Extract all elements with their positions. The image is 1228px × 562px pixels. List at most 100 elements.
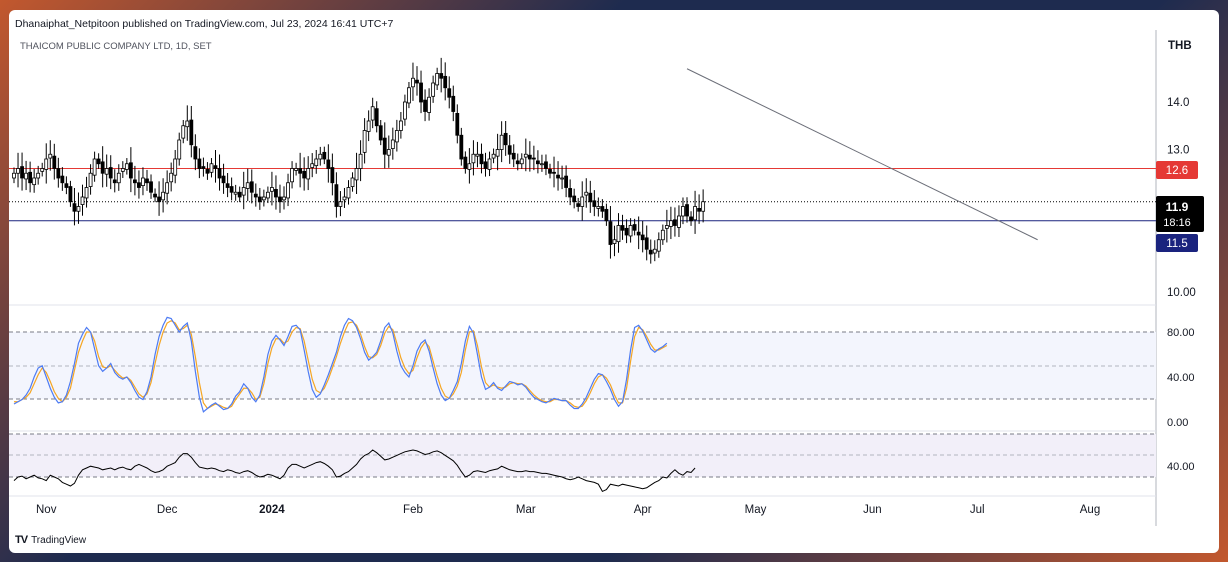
candle[interactable] xyxy=(455,104,460,144)
candle[interactable] xyxy=(92,151,97,182)
candle[interactable] xyxy=(407,82,411,109)
candle[interactable] xyxy=(479,143,484,174)
candle[interactable] xyxy=(447,76,452,109)
candle[interactable] xyxy=(624,219,629,244)
candle[interactable] xyxy=(552,156,556,188)
candle[interactable] xyxy=(592,190,597,217)
candle[interactable] xyxy=(68,180,73,207)
time-axis[interactable]: Nov Dec 2024 Feb Mar Apr May Jun Jul Aug xyxy=(36,504,1100,516)
candle[interactable] xyxy=(124,158,129,175)
candle[interactable] xyxy=(48,140,53,171)
rsi-pane[interactable] xyxy=(13,449,696,493)
candle[interactable] xyxy=(660,224,665,245)
candle[interactable] xyxy=(544,154,548,176)
candle[interactable] xyxy=(24,160,28,191)
candle[interactable] xyxy=(548,163,552,179)
candle[interactable] xyxy=(358,140,363,182)
support-price-label[interactable]: 11.5 xyxy=(1156,234,1198,252)
candle[interactable] xyxy=(165,170,170,205)
candle[interactable] xyxy=(668,206,673,240)
candle[interactable] xyxy=(600,199,605,218)
candle[interactable] xyxy=(511,144,516,168)
candle[interactable] xyxy=(157,181,161,216)
candle[interactable] xyxy=(398,111,403,139)
candle[interactable] xyxy=(350,172,355,192)
candle[interactable] xyxy=(415,66,419,96)
candle[interactable] xyxy=(681,197,685,225)
candle[interactable] xyxy=(286,173,290,207)
candle[interactable] xyxy=(515,153,520,171)
candle[interactable] xyxy=(507,135,512,164)
candle[interactable] xyxy=(108,155,113,190)
candle[interactable] xyxy=(487,151,492,177)
candle[interactable] xyxy=(354,152,359,195)
candle[interactable] xyxy=(374,101,379,133)
candle[interactable] xyxy=(616,213,621,253)
candle[interactable] xyxy=(588,180,593,213)
candle[interactable] xyxy=(193,134,198,171)
currency-label[interactable]: THB xyxy=(1168,40,1192,52)
candle[interactable] xyxy=(12,167,16,184)
candle[interactable] xyxy=(298,152,303,188)
candle[interactable] xyxy=(362,118,367,164)
stochastic-pane[interactable] xyxy=(13,316,668,413)
candle[interactable] xyxy=(225,173,230,198)
candle[interactable] xyxy=(475,141,480,168)
candle[interactable] xyxy=(483,152,488,177)
candle[interactable] xyxy=(338,191,343,217)
candle[interactable] xyxy=(249,169,254,204)
candle[interactable] xyxy=(403,94,407,126)
candle[interactable] xyxy=(145,169,149,191)
candle[interactable] xyxy=(366,110,371,142)
candle[interactable] xyxy=(137,170,141,199)
candle[interactable] xyxy=(128,147,133,193)
candle[interactable] xyxy=(233,184,238,201)
candle[interactable] xyxy=(153,188,157,203)
candle[interactable] xyxy=(201,157,206,177)
candle[interactable] xyxy=(76,192,81,224)
candle[interactable] xyxy=(189,106,194,158)
candle[interactable] xyxy=(560,165,564,190)
candle[interactable] xyxy=(173,149,178,184)
candle[interactable] xyxy=(302,157,307,191)
candle[interactable] xyxy=(423,89,427,122)
chart-svg[interactable]: 10.0011.013.014.0 NovDec2024FebMarAprMay… xyxy=(9,10,1219,532)
candle[interactable] xyxy=(56,157,61,188)
candle[interactable] xyxy=(270,171,274,206)
candle[interactable] xyxy=(237,186,242,203)
candle[interactable] xyxy=(499,121,504,163)
candle[interactable] xyxy=(342,187,347,208)
candle[interactable] xyxy=(693,190,697,234)
stochastic-k-line[interactable] xyxy=(13,316,668,413)
resistance-price-label[interactable]: 12.6 xyxy=(1156,161,1198,179)
candle[interactable] xyxy=(72,187,77,226)
candle[interactable] xyxy=(677,205,681,238)
candle[interactable] xyxy=(636,216,641,250)
candle[interactable] xyxy=(604,203,609,226)
candle[interactable] xyxy=(664,209,669,243)
candle[interactable] xyxy=(205,162,210,180)
candle[interactable] xyxy=(60,167,65,191)
candle[interactable] xyxy=(527,141,532,172)
candle[interactable] xyxy=(326,144,331,183)
candle[interactable] xyxy=(274,175,278,210)
candle[interactable] xyxy=(346,180,351,205)
tradingview-branding[interactable]: TV TradingView xyxy=(15,534,86,546)
candle[interactable] xyxy=(80,184,85,216)
candle[interactable] xyxy=(28,161,33,193)
candle[interactable] xyxy=(584,178,589,208)
candle[interactable] xyxy=(540,154,544,172)
candle[interactable] xyxy=(439,57,444,93)
candle[interactable] xyxy=(278,184,282,213)
candle[interactable] xyxy=(213,149,218,183)
current-price-label[interactable]: 11.9 18:16 xyxy=(1156,196,1204,232)
candle[interactable] xyxy=(523,138,528,172)
candle[interactable] xyxy=(16,152,20,188)
candle[interactable] xyxy=(382,122,387,169)
candle[interactable] xyxy=(628,218,633,243)
candle[interactable] xyxy=(459,127,464,166)
candle[interactable] xyxy=(608,206,613,259)
candlestick-series[interactable] xyxy=(12,57,706,264)
candle[interactable] xyxy=(322,146,327,165)
candle[interactable] xyxy=(169,162,174,192)
